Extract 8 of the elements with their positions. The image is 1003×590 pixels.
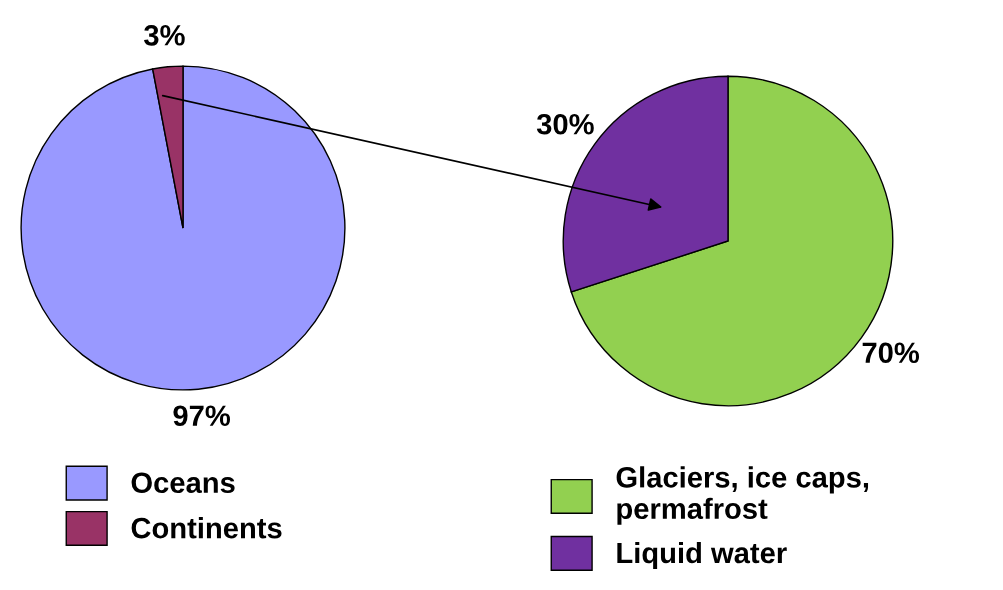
legend-label: Liquid water (617, 541, 787, 570)
legend-label: Glaciers, ice caps, permafrost (616, 466, 869, 525)
data-label: 3% (144, 24, 185, 46)
data-label: 97% (173, 405, 231, 427)
legend-label: Oceans (131, 472, 235, 494)
legend-label: Continents (131, 517, 282, 539)
data-label: 30% (536, 113, 594, 135)
data-label: 70% (862, 342, 920, 364)
